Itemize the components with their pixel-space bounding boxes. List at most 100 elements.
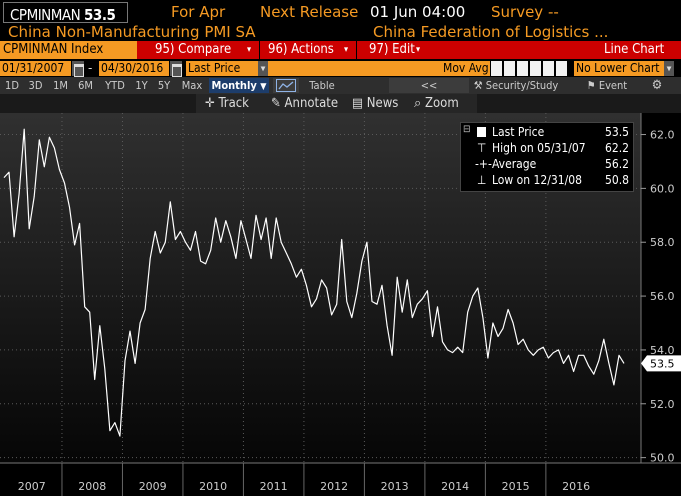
low-marker-icon: ⊥ [477,173,487,187]
gear-icon[interactable]: ⚙ [651,78,663,93]
x-tick-label: 2008 [78,480,106,493]
x-axis: 2007 2008 2009 2010 2011 2012 2013 2014 2015 2016 [18,463,590,496]
range-toolbar: 1D 3D 1M 6M YTD 1Y 5Y Max Monthly ▼ Tabl… [0,77,681,94]
chart-tools-group [196,94,477,113]
security-study-button[interactable]: ⚒ Security/Study [471,78,561,93]
range-max[interactable]: Max [181,79,203,92]
legend-average-label: Average [492,157,537,171]
y-axis: 50.0 52.0 54.0 56.0 58.0 60.0 62.0 [641,129,675,465]
event-button[interactable]: ⚑ Event [583,78,631,93]
avg-period-input[interactable] [556,61,567,76]
pencil-icon: ✎ [271,96,281,111]
avg-period-input[interactable] [543,61,554,76]
release-label: Next Release [260,3,359,21]
y-tick-label: 54.0 [650,344,675,357]
security-name: China Non-Manufacturing PMI SA [8,23,256,41]
chevron-down-icon: ▾ [344,45,349,55]
legend-average-value: 56.2 [605,157,630,171]
price-line [3,128,625,437]
x-tick-label: 2016 [562,480,590,493]
annotate-label: Annotate [284,96,339,111]
avg-period-input[interactable] [504,61,515,76]
average-marker-icon: -+- [475,157,492,171]
range-1y[interactable]: 1Y [135,79,148,92]
avg-period-input[interactable] [517,61,528,76]
last-value: 53.5 [84,6,116,24]
y-tick-label: 52.0 [650,398,675,411]
news-icon: ▤ [352,96,364,111]
avg-period-input[interactable] [530,61,541,76]
chart-type-label[interactable]: Line Chart [604,42,665,57]
data-source: China Federation of Logistics ... [373,23,609,41]
chart-legend[interactable]: ⊟ Last Price 53.5 ⊤ High on 05/31/07 62.… [460,122,634,192]
avg-period-input[interactable] [491,61,502,76]
magnifier-icon: ⌕ [414,96,422,111]
release-date: 01 Jun 04:00 [370,3,466,21]
x-tick-label: 2014 [441,480,469,493]
menu-bar: CPMINMAN Index 95) Compare ▾ 96) Actions… [0,41,681,59]
crosshair-icon: ✛ [205,96,215,111]
y-tick-label: 60.0 [650,182,675,195]
line-chart-icon[interactable] [273,78,299,93]
table-button[interactable]: Table [309,79,335,92]
ticker-symbol: CPMINMAN [10,6,81,24]
flag-icon: ⚑ [586,79,596,92]
survey-label: Survey -- [491,3,559,21]
date-separator: - [88,61,93,75]
calendar-icon[interactable] [170,61,182,77]
x-tick-label: 2011 [260,480,288,493]
moving-average-field[interactable]: Mov Avg [268,61,490,76]
dropdown-arrow-icon[interactable]: ▼ [664,61,674,76]
news-label: News [366,96,399,111]
ticker-box[interactable]: CPMINMAN 53.5 [3,2,128,24]
chevron-down-icon: ▾ [416,45,421,55]
range-1m[interactable]: 1M [53,79,68,92]
security-study-label: Security/Study [485,79,559,92]
series-swatch [477,127,486,137]
track-button[interactable]: ✛ Track [205,96,249,111]
range-1d[interactable]: 1D [5,79,19,92]
wrench-icon: ⚒ [473,79,483,92]
dropdown-arrow-icon[interactable]: ▼ [258,61,268,76]
range-6m[interactable]: 6M [78,79,93,92]
y-tick-label: 58.0 [650,236,675,249]
lower-chart-select[interactable]: No Lower Chart [574,61,664,76]
range-3d[interactable]: 3D [28,79,43,92]
range-ytd[interactable]: YTD [105,79,125,92]
x-tick-label: 2010 [199,480,227,493]
actions-button[interactable]: 96) Actions ▾ [268,41,354,59]
legend-high-label: High on 05/31/07 [492,141,586,155]
track-label: Track [218,96,249,111]
edit-label: 97) Edit [369,42,415,57]
range-5y[interactable]: 5Y [157,79,171,92]
collapse-icon[interactable]: ⊟ [463,124,471,135]
last-value-tag-box [641,355,681,372]
frequency-label: Monthly [211,79,257,92]
nav-back-button[interactable]: << [389,78,469,93]
high-marker-icon: ⊤ [477,141,487,155]
end-date-field[interactable]: 04/30/2016 [99,61,169,76]
legend-high-value: 62.2 [605,141,630,155]
zoom-button[interactable]: ⌕ Zoom [414,96,459,111]
frequency-select[interactable]: Monthly ▼ [209,78,269,93]
x-tick-label: 2012 [320,480,348,493]
price-field-select[interactable]: Last Price [186,61,258,76]
news-button[interactable]: ▤ News [352,96,398,111]
security-header: CPMINMAN 53.5 For Apr Next Release 01 Ju… [0,0,681,24]
legend-last-value: 53.5 [605,125,630,139]
calendar-icon[interactable] [72,61,84,77]
chart-tools-bar: ✛ Track ✎ Annotate ▤ News ⌕ Zoom [0,94,681,113]
start-date-field[interactable]: 01/31/2007 [0,61,71,76]
compare-button[interactable]: 95) Compare ▾ [155,41,257,59]
legend-low-value: 50.8 [605,173,630,187]
index-field[interactable]: CPMINMAN Index [0,41,137,59]
y-tick-label: 56.0 [650,290,675,303]
legend-low-label: Low on 12/31/08 [492,173,583,187]
annotate-button[interactable]: ✎ Annotate [271,96,338,111]
menu-divider [259,41,260,59]
chevron-down-icon: ▾ [247,45,252,55]
edit-button[interactable]: 97) Edit ▾ [369,41,427,59]
y-tick-label: 50.0 [650,452,675,465]
y-tick-label: 62.0 [650,129,675,142]
last-value-tag: 53.5 [641,355,681,372]
